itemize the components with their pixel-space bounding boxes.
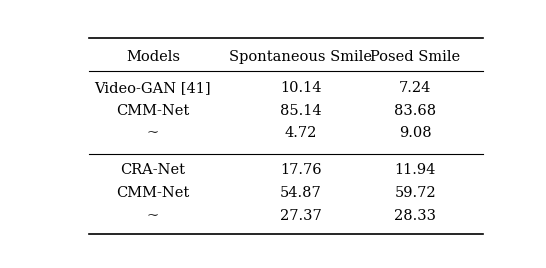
Text: 59.72: 59.72 [394,186,436,200]
Text: 27.37: 27.37 [280,209,322,223]
Text: 54.87: 54.87 [280,186,322,200]
Text: 11.94: 11.94 [395,163,436,177]
Text: Posed Smile: Posed Smile [370,50,460,64]
Text: Models: Models [126,50,180,64]
Text: ~: ~ [147,126,159,140]
Text: 4.72: 4.72 [285,126,317,140]
Text: Spontaneous Smile: Spontaneous Smile [229,50,372,64]
Text: CRA-Net: CRA-Net [120,163,186,177]
Text: 7.24: 7.24 [399,81,431,95]
Text: Video-GAN [41]: Video-GAN [41] [94,81,211,95]
Text: ~: ~ [147,209,159,223]
Text: 9.08: 9.08 [399,126,431,140]
Text: CMM-Net: CMM-Net [116,186,189,200]
Text: CMM-Net: CMM-Net [116,103,189,118]
Text: 83.68: 83.68 [394,103,436,118]
Text: 10.14: 10.14 [280,81,322,95]
Text: 85.14: 85.14 [280,103,322,118]
Text: 28.33: 28.33 [394,209,436,223]
Text: 17.76: 17.76 [280,163,322,177]
